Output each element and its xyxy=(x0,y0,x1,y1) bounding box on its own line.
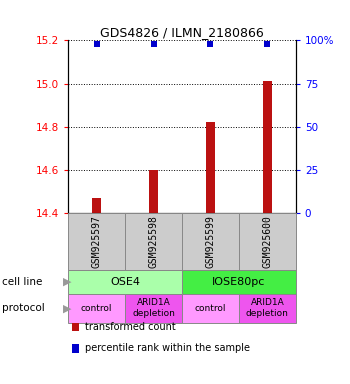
Text: GSM925598: GSM925598 xyxy=(148,215,159,268)
Bar xyxy=(92,198,101,213)
Text: percentile rank within the sample: percentile rank within the sample xyxy=(85,343,250,353)
Text: GSM925597: GSM925597 xyxy=(92,215,102,268)
Title: GDS4826 / ILMN_2180866: GDS4826 / ILMN_2180866 xyxy=(100,26,264,39)
Text: IOSE80pc: IOSE80pc xyxy=(212,277,266,287)
Text: ▶: ▶ xyxy=(63,277,71,287)
Text: ARID1A
depletion: ARID1A depletion xyxy=(132,298,175,318)
Text: ARID1A
depletion: ARID1A depletion xyxy=(246,298,289,318)
Text: ▶: ▶ xyxy=(63,303,71,313)
Text: protocol: protocol xyxy=(2,303,44,313)
Text: control: control xyxy=(81,304,112,313)
Bar xyxy=(149,170,158,213)
Text: OSE4: OSE4 xyxy=(110,277,140,287)
Text: cell line: cell line xyxy=(2,277,42,287)
Text: GSM925599: GSM925599 xyxy=(205,215,216,268)
Text: control: control xyxy=(195,304,226,313)
Text: transformed count: transformed count xyxy=(85,322,176,332)
Text: GSM925600: GSM925600 xyxy=(262,215,272,268)
Bar xyxy=(206,122,215,213)
Bar xyxy=(263,81,272,213)
